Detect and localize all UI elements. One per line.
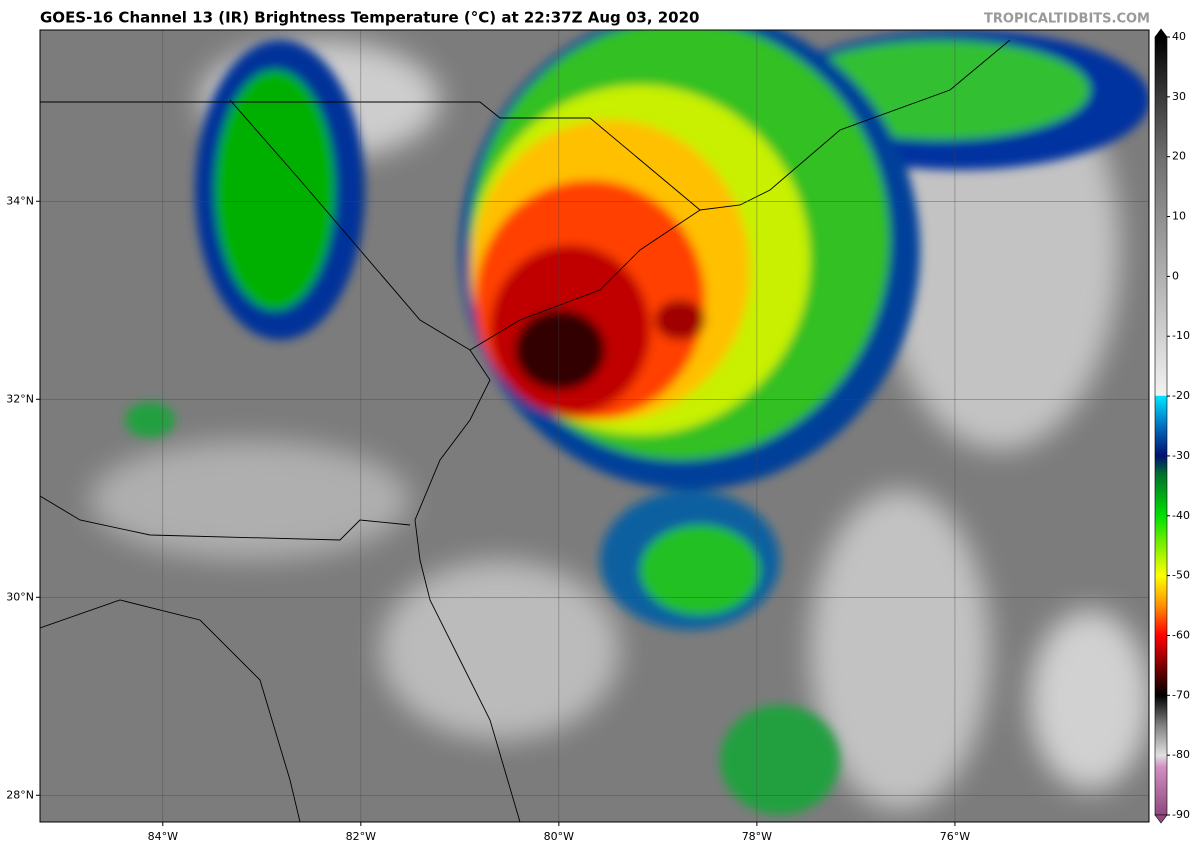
credit: TROPICALTIDBITS.COM [984,12,1150,27]
title: GOES-16 Channel 13 (IR) Brightness Tempe… [40,9,700,27]
x-tick-label: 76°W [940,830,970,843]
y-tick-label: 34°N [6,194,34,207]
x-tick-label: 78°W [742,830,772,843]
colorbar-tick-label: 0 [1172,269,1179,282]
colorbar-tick-label: -50 [1172,569,1190,582]
colorbar-tick-label: -10 [1172,329,1190,342]
colorbar: 40 30 20 10 0 -10 -20 -30 -40 -50 -60 -70 -80 -90 [1154,28,1190,824]
colorbar-tick-label: -40 [1172,509,1190,522]
y-tick-label: 28°N [6,788,34,801]
colorbar-tick-label: -80 [1172,748,1190,761]
colorbar-gradient [1154,36,1168,816]
colorbar-tick-label: 20 [1172,150,1186,163]
colorbar-tick-label: -70 [1172,688,1190,701]
y-tick-label: 30°N [6,590,34,603]
colorbar-tick-label: 10 [1172,210,1186,223]
colorbar-tick-label: -60 [1172,628,1190,641]
x-tick-label: 82°W [346,830,376,843]
y-tick-label: 32°N [6,392,34,405]
colorbar-tick-label: -30 [1172,449,1190,462]
colorbar-tick-label: 40 [1172,30,1186,43]
colorbar-tick-label: 30 [1172,90,1186,103]
colorbar-extend-top [1154,28,1168,38]
colorbar-tick-label: -90 [1172,808,1190,821]
x-tick-label: 84°W [148,830,178,843]
satellite-image [40,30,1149,822]
colorbar-extend-bottom [1154,814,1168,824]
map-frame [39,29,1150,823]
grid [40,30,1149,822]
x-tick-label: 80°W [544,830,574,843]
colorbar-tick-label: -20 [1172,389,1190,402]
